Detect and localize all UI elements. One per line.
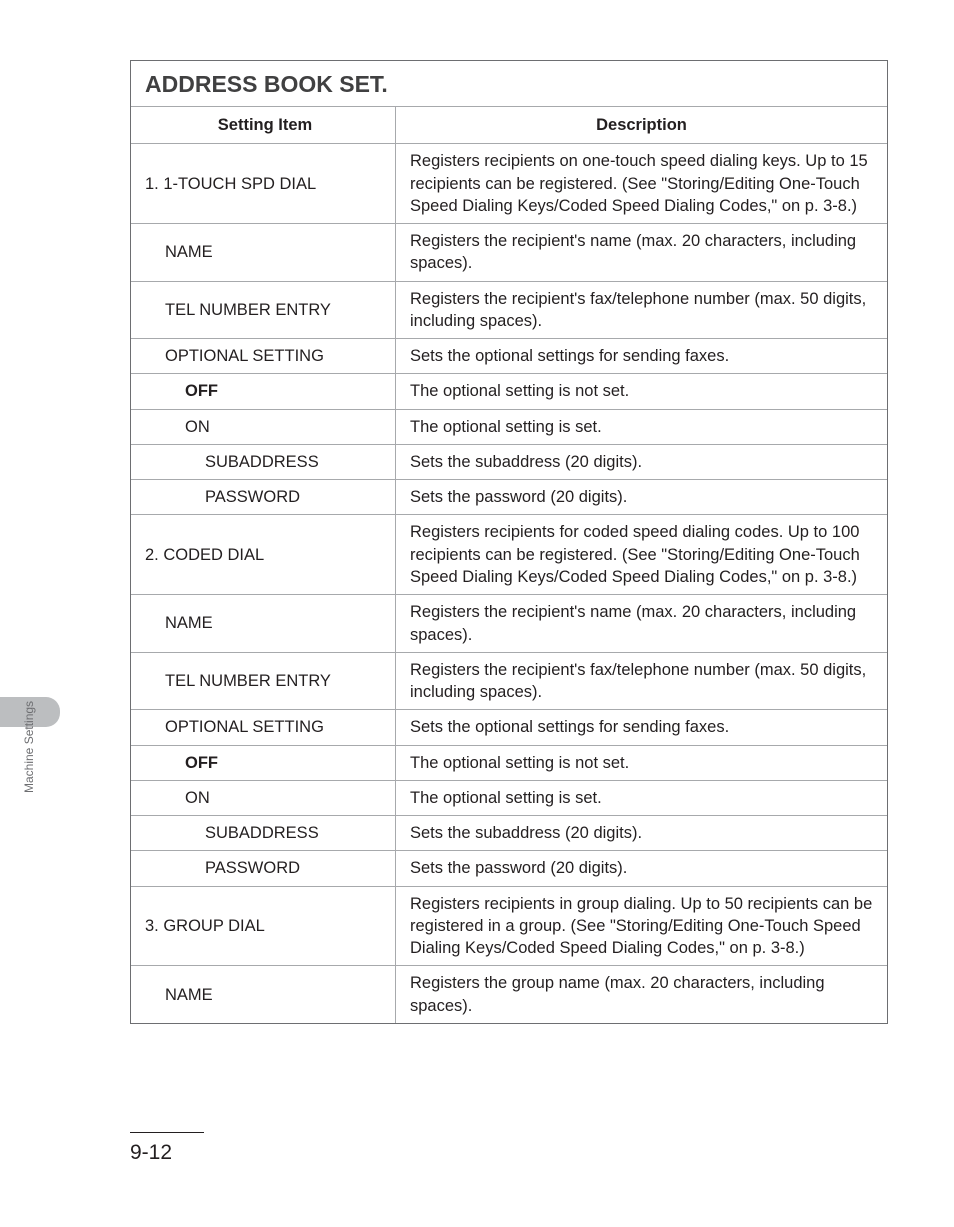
table-row: NAME Registers the recipient's name (max… xyxy=(131,595,887,653)
setting-cell: PASSWORD xyxy=(131,851,396,885)
description-cell: Registers the group name (max. 20 charac… xyxy=(396,966,887,1023)
setting-cell: SUBADDRESS xyxy=(131,445,396,479)
description-cell: Sets the subaddress (20 digits). xyxy=(396,445,887,479)
table-row: PASSWORD Sets the password (20 digits). xyxy=(131,480,887,515)
page-content: ADDRESS BOOK SET. Setting Item Descripti… xyxy=(130,60,888,1024)
table-row: 2. CODED DIAL Registers recipients for c… xyxy=(131,515,887,595)
description-cell: The optional setting is not set. xyxy=(396,746,887,780)
description-cell: Registers recipients in group dialing. U… xyxy=(396,887,887,966)
description-cell: Sets the subaddress (20 digits). xyxy=(396,816,887,850)
table-row: OPTIONAL SETTING Sets the optional setti… xyxy=(131,339,887,374)
footer-rule xyxy=(130,1132,204,1133)
description-cell: The optional setting is not set. xyxy=(396,374,887,408)
table-row: NAME Registers the group name (max. 20 c… xyxy=(131,966,887,1023)
table-row: OFF The optional setting is not set. xyxy=(131,374,887,409)
side-tab: Machine Settings xyxy=(0,697,60,751)
description-cell: Registers the recipient's name (max. 20 … xyxy=(396,224,887,281)
header-setting: Setting Item xyxy=(131,107,396,143)
table-row: PASSWORD Sets the password (20 digits). xyxy=(131,851,887,886)
section-title: ADDRESS BOOK SET. xyxy=(131,61,887,107)
table-header-row: Setting Item Description xyxy=(131,107,887,144)
table-row: ON The optional setting is set. xyxy=(131,410,887,445)
setting-cell: TEL NUMBER ENTRY xyxy=(131,282,396,339)
setting-cell: ON xyxy=(131,781,396,815)
header-description: Description xyxy=(396,107,887,143)
setting-cell: OFF xyxy=(131,374,396,408)
setting-cell: 3. GROUP DIAL xyxy=(131,887,396,966)
description-cell: The optional setting is set. xyxy=(396,410,887,444)
setting-cell: NAME xyxy=(131,595,396,652)
description-cell: Registers the recipient's fax/telephone … xyxy=(396,282,887,339)
setting-cell: OPTIONAL SETTING xyxy=(131,710,396,744)
description-cell: Sets the password (20 digits). xyxy=(396,851,887,885)
description-cell: Sets the password (20 digits). xyxy=(396,480,887,514)
table-row: SUBADDRESS Sets the subaddress (20 digit… xyxy=(131,445,887,480)
setting-cell: TEL NUMBER ENTRY xyxy=(131,653,396,710)
table-row: NAME Registers the recipient's name (max… xyxy=(131,224,887,282)
description-cell: Registers the recipient's name (max. 20 … xyxy=(396,595,887,652)
table-row: TEL NUMBER ENTRY Registers the recipient… xyxy=(131,282,887,340)
setting-cell: OFF xyxy=(131,746,396,780)
description-cell: Sets the optional settings for sending f… xyxy=(396,710,887,744)
table-row: TEL NUMBER ENTRY Registers the recipient… xyxy=(131,653,887,711)
setting-cell: SUBADDRESS xyxy=(131,816,396,850)
description-cell: Registers recipients on one-touch speed … xyxy=(396,144,887,223)
setting-cell: ON xyxy=(131,410,396,444)
table-row: OFF The optional setting is not set. xyxy=(131,746,887,781)
setting-cell: OPTIONAL SETTING xyxy=(131,339,396,373)
setting-cell: 1. 1-TOUCH SPD DIAL xyxy=(131,144,396,223)
setting-cell: NAME xyxy=(131,224,396,281)
setting-cell: NAME xyxy=(131,966,396,1023)
table-row: SUBADDRESS Sets the subaddress (20 digit… xyxy=(131,816,887,851)
setting-cell: 2. CODED DIAL xyxy=(131,515,396,594)
side-tab-label: Machine Settings xyxy=(22,701,36,793)
table-row: 1. 1-TOUCH SPD DIAL Registers recipients… xyxy=(131,144,887,224)
description-cell: Registers the recipient's fax/telephone … xyxy=(396,653,887,710)
description-cell: Sets the optional settings for sending f… xyxy=(396,339,887,373)
settings-table: ADDRESS BOOK SET. Setting Item Descripti… xyxy=(130,60,888,1024)
table-row: OPTIONAL SETTING Sets the optional setti… xyxy=(131,710,887,745)
table-row: ON The optional setting is set. xyxy=(131,781,887,816)
page-footer: 9-12 xyxy=(130,1132,204,1165)
page-number: 9-12 xyxy=(130,1141,204,1165)
description-cell: Registers recipients for coded speed dia… xyxy=(396,515,887,594)
table-row: 3. GROUP DIAL Registers recipients in gr… xyxy=(131,887,887,967)
description-cell: The optional setting is set. xyxy=(396,781,887,815)
setting-cell: PASSWORD xyxy=(131,480,396,514)
